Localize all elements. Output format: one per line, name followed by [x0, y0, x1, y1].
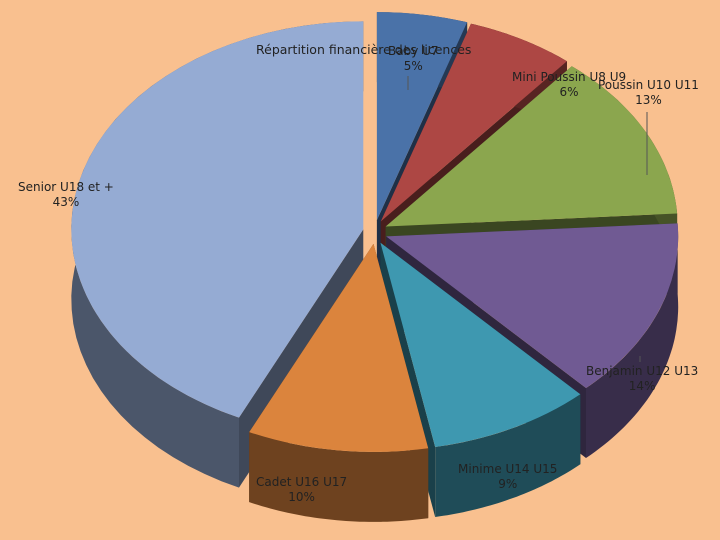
- slice-cadet-u16-u17: [249, 243, 429, 452]
- slice-label-baby-name: Baby U7: [388, 44, 439, 58]
- slice-label-poussin-value: 13%: [635, 93, 662, 107]
- slice-side-minime-u14-u15: [435, 394, 581, 517]
- slice-label-cadet-name: Cadet U16 U17: [256, 475, 348, 489]
- chart-title: Répartition financière des licences: [256, 42, 472, 57]
- slice-label-senior: Senior U18 et + 43%: [18, 180, 114, 210]
- slice-label-baby-value: 5%: [403, 59, 423, 73]
- slice-label-benjamin-name: Benjamin U12 U13: [586, 364, 699, 378]
- slice-poussin-u10-u11: [385, 66, 678, 227]
- slice-label-baby: Baby U7 5%: [388, 44, 439, 74]
- slice-label-minime-name: Minime U14 U15: [458, 462, 558, 476]
- slice-label-poussin-name: Poussin U10 U11: [598, 78, 699, 92]
- slice-label-mini-poussin-name: Mini Poussin U8 U9: [512, 70, 627, 84]
- slice-label-senior-value: 43%: [52, 195, 80, 209]
- slice-mini-poussin-u8-u9: [380, 23, 567, 222]
- slice-minime-u14-u15: [380, 242, 581, 447]
- slice-baby-u7: [376, 12, 468, 221]
- slice-label-benjamin-value: 14%: [628, 379, 656, 393]
- slice-label-benjamin: Benjamin U12 U13 14%: [586, 364, 698, 394]
- slice-label-minime-value: 9%: [498, 477, 518, 491]
- slice-label-poussin: Poussin U10 U11 13%: [598, 78, 699, 108]
- slice-side-benjamin-u12-u13: [586, 223, 679, 458]
- slice-label-senior-name: Senior U18 et +: [18, 180, 114, 194]
- slice-label-mini-poussin: Mini Poussin U8 U9 6%: [512, 70, 626, 100]
- slice-label-mini-poussin-value: 6%: [559, 85, 579, 99]
- slice-benjamin-u12-u13: [386, 223, 679, 388]
- slice-senior-u18-et: [71, 21, 364, 418]
- slice-label-cadet: Cadet U16 U17 10%: [256, 475, 347, 505]
- slice-label-minime: Minime U14 U15 9%: [458, 462, 557, 492]
- slice-label-cadet-value: 10%: [288, 490, 315, 504]
- pie-tops: [71, 12, 679, 452]
- slice-side-cadet-u16-u17: [249, 432, 429, 522]
- leader-lines: [407, 76, 648, 362]
